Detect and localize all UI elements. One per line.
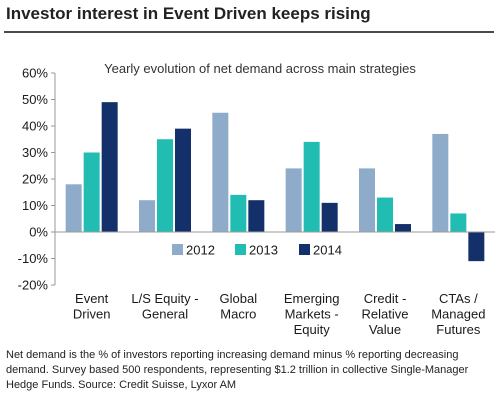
bar-2013-2 bbox=[230, 194, 247, 232]
bar-2012-5 bbox=[432, 133, 449, 232]
x-category-label: Event bbox=[75, 291, 109, 306]
bar-2013-0 bbox=[83, 152, 100, 232]
bar-2012-2 bbox=[212, 112, 229, 232]
x-category-label: L/S Equity - bbox=[131, 291, 198, 306]
chart-title: Investor interest in Event Driven keeps … bbox=[6, 4, 371, 23]
bar-2013-5 bbox=[450, 213, 467, 232]
bar-2013-1 bbox=[157, 139, 173, 232]
y-tick-label: 60% bbox=[22, 66, 48, 81]
x-category-label: Value bbox=[369, 322, 401, 337]
y-tick-label: 50% bbox=[22, 92, 48, 107]
bar-2014-2 bbox=[248, 200, 265, 232]
legend-label-2013: 2013 bbox=[249, 243, 278, 258]
x-category-label: Markets - bbox=[285, 307, 339, 322]
y-tick-label: 30% bbox=[22, 145, 48, 160]
x-category-label: Emerging bbox=[284, 291, 340, 306]
bar-chart: Yearly evolution of net demand across ma… bbox=[18, 61, 495, 337]
bar-2014-1 bbox=[175, 128, 191, 232]
bar-2012-4 bbox=[359, 168, 375, 232]
footnote: Net demand is the % of investors reporti… bbox=[6, 349, 469, 391]
x-category-label: Managed bbox=[431, 307, 485, 322]
legend-swatch-2013 bbox=[235, 244, 246, 255]
bar-2012-0 bbox=[65, 184, 82, 232]
x-category-label: Macro bbox=[220, 307, 256, 322]
y-tick-label: 40% bbox=[22, 119, 48, 134]
bar-2014-4 bbox=[395, 224, 411, 232]
bar-2014-5 bbox=[468, 232, 485, 262]
bar-2014-3 bbox=[321, 202, 338, 232]
bar-2012-1 bbox=[139, 200, 155, 232]
y-tick-label: -10% bbox=[18, 251, 49, 266]
y-tick-label: 20% bbox=[22, 172, 48, 187]
x-category-label: Equity bbox=[294, 322, 331, 337]
legend-swatch-2012 bbox=[172, 244, 183, 255]
x-category-label: General bbox=[142, 307, 188, 322]
y-tick-label: -20% bbox=[18, 278, 49, 293]
x-category-label: Driven bbox=[73, 307, 111, 322]
x-category-label: Futures bbox=[436, 322, 481, 337]
legend-label-2014: 2014 bbox=[313, 243, 342, 258]
x-category-label: Relative bbox=[362, 307, 409, 322]
legend-swatch-2014 bbox=[299, 244, 310, 255]
bar-2013-3 bbox=[303, 141, 320, 232]
title-divider bbox=[4, 31, 494, 33]
legend-label-2012: 2012 bbox=[186, 243, 215, 258]
chart-subtitle: Yearly evolution of net demand across ma… bbox=[104, 61, 416, 76]
bar-2013-4 bbox=[377, 197, 393, 232]
bar-2012-3 bbox=[285, 168, 302, 232]
y-tick-label: 10% bbox=[22, 198, 48, 213]
x-category-label: Credit - bbox=[364, 291, 407, 306]
bar-2014-0 bbox=[101, 102, 118, 233]
x-category-label: CTAs / bbox=[439, 291, 478, 306]
x-category-label: Global bbox=[220, 291, 258, 306]
y-tick-label: 0% bbox=[29, 225, 48, 240]
